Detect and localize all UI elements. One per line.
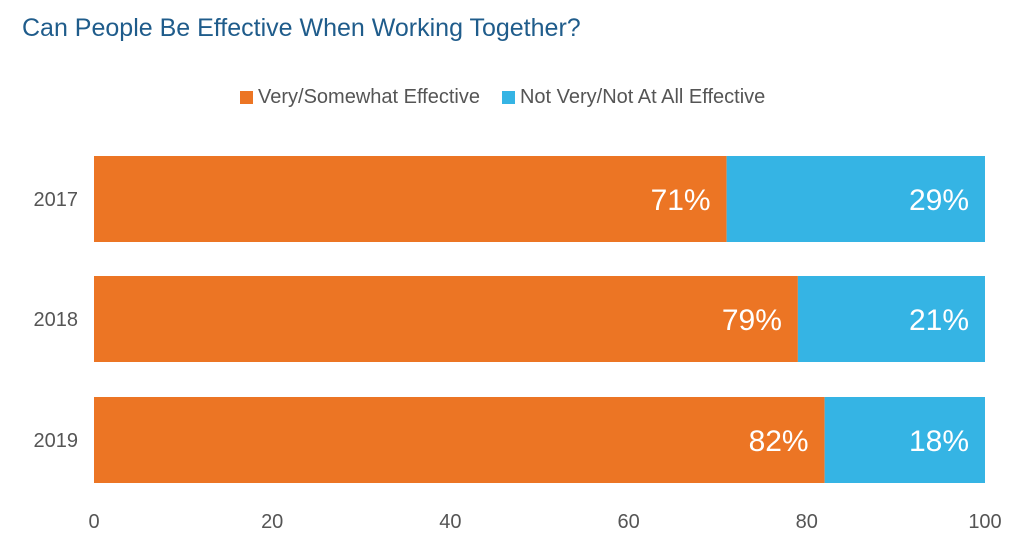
legend-item-not-effective: Not Very/Not At All Effective	[501, 86, 766, 109]
bar-2017-not-effective	[726, 156, 985, 242]
legend-item-effective: Very/Somewhat Effective	[240, 86, 480, 109]
chart-title: Can People Be Effective When Working Tog…	[22, 14, 581, 42]
data-label-2017-not-effective: 29%	[909, 184, 969, 217]
category-label-2019: 2019	[34, 430, 79, 452]
bar-2018-not-effective	[797, 276, 985, 362]
bar-2019-not-effective	[824, 397, 985, 483]
chart-legend: Very/Somewhat Effective Not Very/Not At …	[240, 86, 787, 109]
bar-2019-effective	[94, 397, 825, 483]
data-label-2018-not-effective: 21%	[909, 304, 969, 337]
legend-label-effective: Very/Somewhat Effective	[258, 86, 480, 108]
data-label-2018-effective: 79%	[722, 304, 782, 337]
data-label-2019-effective: 82%	[749, 425, 809, 458]
legend-label-not-effective: Not Very/Not At All Effective	[519, 86, 766, 108]
x-tick-label-20: 20	[261, 511, 283, 533]
x-tick-label-60: 60	[617, 511, 639, 533]
x-tick-label-0: 0	[88, 511, 99, 533]
x-tick-label-100: 100	[968, 511, 1001, 533]
x-tick-label-40: 40	[439, 511, 461, 533]
x-tick-label-80: 80	[796, 511, 818, 533]
data-label-2017-effective: 71%	[651, 184, 711, 217]
data-label-2019-not-effective: 18%	[909, 425, 969, 458]
category-label-2017: 2017	[34, 189, 79, 211]
legend-swatch-not-effective	[501, 91, 515, 104]
bar-2017-effective	[94, 156, 727, 242]
category-label-2018: 2018	[34, 309, 79, 331]
legend-swatch-effective	[240, 91, 253, 104]
bar-2018-effective	[94, 276, 798, 362]
